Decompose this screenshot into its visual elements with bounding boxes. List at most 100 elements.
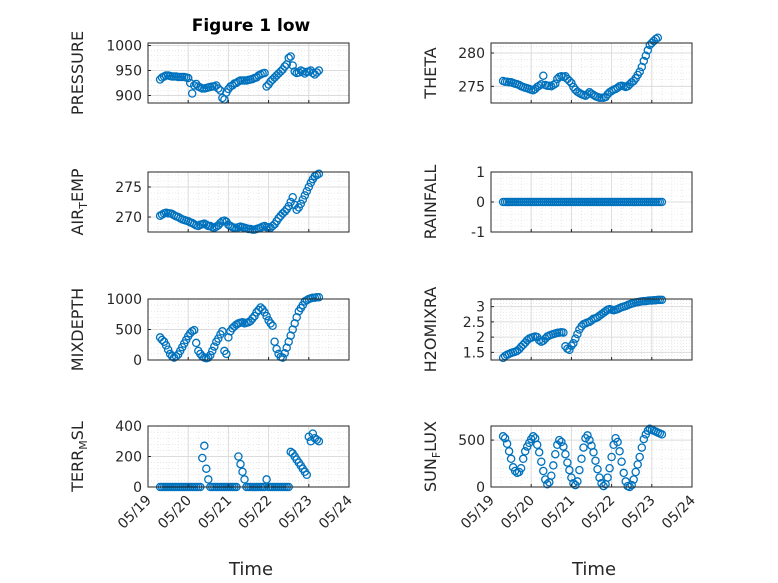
data-point bbox=[274, 213, 283, 223]
y-axis-label: AIRTEMP bbox=[68, 168, 90, 235]
panel-theta: 275 280 THETA bbox=[421, 33, 693, 104]
data-point bbox=[290, 200, 299, 210]
y-tick-label: 200 bbox=[115, 450, 142, 466]
y-tick-label: 1000 bbox=[106, 39, 142, 55]
data-point bbox=[573, 329, 582, 339]
data-point bbox=[288, 192, 297, 202]
data-point bbox=[260, 68, 269, 78]
data-point bbox=[292, 205, 301, 215]
y-axis-label: SUNFLUX bbox=[421, 421, 443, 492]
data-point bbox=[635, 452, 644, 462]
data-point bbox=[238, 467, 247, 477]
x-tick-label: 05/20 bbox=[155, 493, 195, 533]
y-tick-label: 900 bbox=[115, 89, 142, 105]
y-tick-label: 275 bbox=[458, 79, 485, 95]
data-point bbox=[312, 68, 322, 77]
data-point bbox=[302, 186, 312, 196]
data-point bbox=[163, 345, 173, 354]
data-point bbox=[210, 342, 219, 351]
data-point bbox=[268, 321, 277, 331]
data-point bbox=[657, 430, 667, 439]
data-point bbox=[573, 477, 582, 486]
data-point bbox=[314, 292, 324, 302]
data-point bbox=[314, 437, 324, 446]
axes-box bbox=[147, 42, 350, 104]
data-point bbox=[314, 66, 324, 75]
data-point bbox=[294, 68, 304, 77]
data-point bbox=[613, 83, 622, 92]
y-axis-label: TERRMSL bbox=[68, 421, 90, 493]
data-point bbox=[290, 67, 299, 76]
panel-terr_msl: 0 200 400 05/19 05/20 05/21 05/22 05/23 05/24 TER… bbox=[68, 419, 356, 532]
data-point bbox=[183, 73, 193, 83]
data-point bbox=[208, 346, 217, 356]
y-tick-label: -1 bbox=[471, 225, 485, 241]
data-point bbox=[605, 463, 614, 473]
data-point bbox=[504, 447, 514, 456]
data-point bbox=[631, 467, 640, 477]
data-point bbox=[643, 426, 653, 435]
data-point bbox=[567, 78, 576, 88]
data-point bbox=[569, 338, 578, 348]
data-point bbox=[537, 80, 546, 89]
panel-sun_flux: 0 500 05/19 05/20 05/21 05/22 05/23 05/24 SUNFLU… bbox=[421, 421, 699, 532]
data-point bbox=[534, 335, 544, 345]
data-point bbox=[549, 80, 558, 90]
figure-title: Figure 1 low bbox=[192, 16, 311, 36]
data-point bbox=[532, 440, 542, 450]
data-point bbox=[300, 191, 310, 200]
data-point bbox=[657, 197, 667, 207]
x-tick-label: 05/19 bbox=[458, 493, 498, 533]
axes-box bbox=[147, 171, 350, 233]
data-point bbox=[551, 79, 560, 88]
data-point bbox=[191, 338, 201, 348]
data-point bbox=[555, 435, 564, 445]
data-point bbox=[302, 470, 312, 480]
data-point bbox=[236, 459, 245, 469]
data-point bbox=[637, 443, 647, 452]
data-point bbox=[621, 477, 630, 486]
data-point bbox=[589, 448, 598, 457]
data-point bbox=[579, 443, 588, 452]
data-point bbox=[565, 76, 574, 86]
data-point bbox=[198, 453, 207, 463]
x-tick-label: 05/22 bbox=[236, 493, 276, 533]
data-point bbox=[629, 475, 638, 484]
y-tick-label: 1.5 bbox=[463, 345, 485, 361]
data-point bbox=[653, 33, 663, 42]
data-point bbox=[583, 431, 592, 440]
y-axis-label: PRESSURE bbox=[68, 31, 87, 115]
panel-h2omixra: 1.522.53 H2OMIXRA bbox=[421, 287, 693, 373]
x-tick-label: 05/24 bbox=[316, 492, 356, 532]
y-tick-label: 3 bbox=[476, 300, 485, 316]
panel-rainfall: -1 0 1 RAINFALL bbox=[421, 165, 693, 241]
data-point bbox=[603, 473, 612, 482]
y-tick-label: 1 bbox=[476, 165, 485, 181]
data-point bbox=[214, 84, 223, 93]
data-point bbox=[543, 479, 552, 489]
y-tick-label: 275 bbox=[115, 180, 142, 196]
y-axis-label: H2OMIXRA bbox=[421, 287, 440, 373]
data-point bbox=[639, 434, 649, 444]
panel-pressure: 900 950 1000 PRESSURE bbox=[68, 31, 350, 115]
data-point bbox=[218, 327, 227, 336]
x-tick-label: 05/19 bbox=[115, 493, 155, 533]
data-point bbox=[284, 201, 293, 211]
data-point bbox=[500, 433, 510, 443]
data-point bbox=[599, 481, 608, 491]
data-point bbox=[222, 349, 231, 359]
data-point bbox=[284, 53, 293, 63]
data-point bbox=[565, 345, 574, 355]
data-point bbox=[559, 442, 568, 451]
y-tick-label: 2.5 bbox=[463, 315, 485, 331]
data-point bbox=[214, 334, 223, 343]
y-tick-label: 1000 bbox=[106, 292, 142, 308]
data-point bbox=[506, 454, 516, 464]
y-tick-label: 500 bbox=[115, 323, 142, 339]
axes-box bbox=[490, 298, 693, 361]
data-point bbox=[204, 475, 213, 484]
data-point bbox=[502, 439, 512, 449]
data-point bbox=[563, 458, 572, 467]
data-point bbox=[583, 90, 592, 99]
data-point bbox=[585, 435, 594, 445]
